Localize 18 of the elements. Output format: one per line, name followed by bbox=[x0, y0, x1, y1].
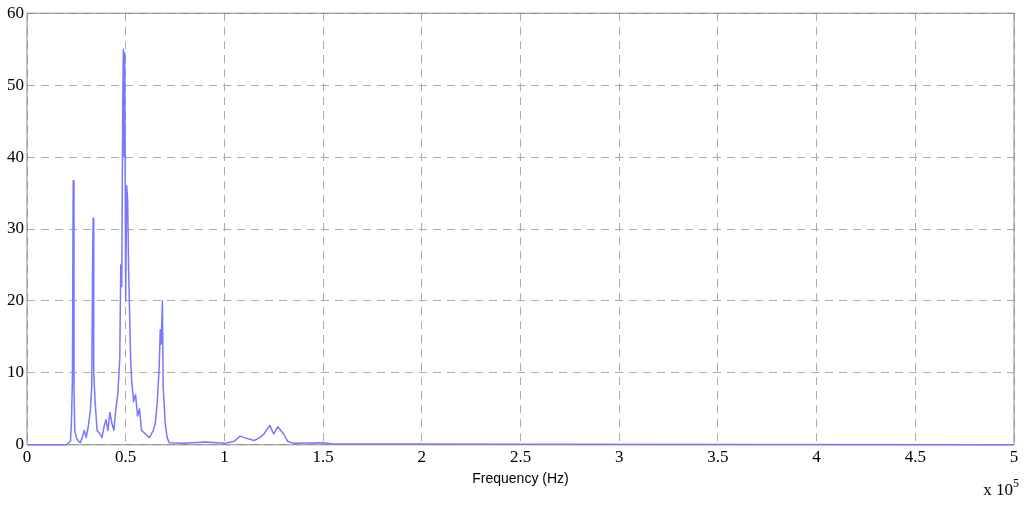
y-tick-label: 10 bbox=[7, 362, 24, 382]
x-tick-label: 3 bbox=[614, 447, 624, 467]
y-tick-label: 20 bbox=[7, 290, 24, 310]
x-tick-label: 3.5 bbox=[707, 447, 729, 467]
y-tick-label: 30 bbox=[7, 218, 24, 238]
y-tick-label: 40 bbox=[7, 146, 24, 166]
x-tick-label: 4 bbox=[812, 447, 822, 467]
y-tick-label: 50 bbox=[7, 74, 24, 94]
x-tick-label: 2.5 bbox=[509, 447, 532, 467]
x-tick-label: 1 bbox=[220, 447, 229, 467]
x-tick-label: 1.5 bbox=[312, 447, 334, 467]
x-tick-label: 2 bbox=[417, 447, 427, 467]
y-tick-label: 0 bbox=[15, 434, 24, 454]
y-tick-label: 60 bbox=[7, 2, 24, 22]
x-tick-label: 5 bbox=[1009, 447, 1019, 467]
x-axis-title: Frequency (Hz) bbox=[472, 470, 569, 487]
x-tick-label: 4.5 bbox=[904, 447, 926, 467]
x-tick-label: 0.5 bbox=[115, 447, 137, 467]
